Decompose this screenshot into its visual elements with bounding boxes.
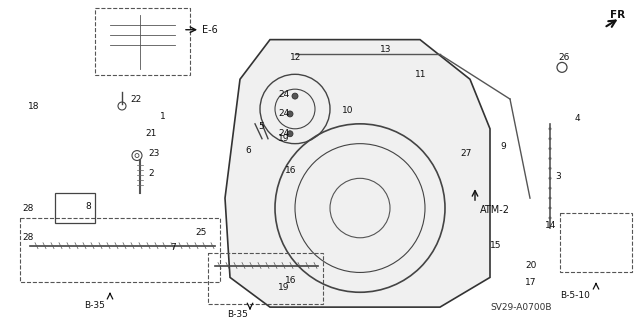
Text: 4: 4 <box>575 115 580 123</box>
Text: 1: 1 <box>160 112 166 122</box>
Text: 2: 2 <box>148 169 154 178</box>
Bar <box>208 253 323 304</box>
Text: 5: 5 <box>258 122 264 131</box>
Circle shape <box>548 187 552 190</box>
Text: 19: 19 <box>278 134 289 143</box>
Text: 6: 6 <box>245 146 251 155</box>
Text: 28: 28 <box>22 204 33 212</box>
Text: 16: 16 <box>285 166 296 175</box>
Text: 26: 26 <box>558 53 570 62</box>
Text: 10: 10 <box>342 107 353 115</box>
Polygon shape <box>225 40 490 307</box>
Text: SV29-A0700B: SV29-A0700B <box>490 303 552 312</box>
Text: 15: 15 <box>490 241 502 250</box>
Text: 24: 24 <box>278 90 289 99</box>
Text: 21: 21 <box>145 129 156 138</box>
Circle shape <box>292 93 298 99</box>
Circle shape <box>548 197 552 200</box>
Text: 18: 18 <box>28 102 40 112</box>
Circle shape <box>548 217 552 219</box>
Circle shape <box>548 167 552 170</box>
Text: B-35: B-35 <box>228 309 248 319</box>
Text: E-6: E-6 <box>202 25 218 35</box>
Circle shape <box>548 177 552 180</box>
Text: B-5-10: B-5-10 <box>560 291 590 300</box>
Text: 12: 12 <box>290 53 301 62</box>
Bar <box>95 8 190 75</box>
Text: FR: FR <box>610 10 625 20</box>
Text: 23: 23 <box>148 149 159 158</box>
Circle shape <box>548 207 552 210</box>
Bar <box>20 218 220 282</box>
Text: 16: 16 <box>285 276 296 285</box>
Text: 28: 28 <box>22 233 33 242</box>
Circle shape <box>287 131 293 137</box>
Text: 24: 24 <box>278 129 289 138</box>
Text: 24: 24 <box>278 109 289 118</box>
Text: 19: 19 <box>278 283 289 292</box>
Circle shape <box>548 157 552 160</box>
Bar <box>560 213 632 272</box>
Text: 13: 13 <box>380 45 392 54</box>
Text: 22: 22 <box>130 94 141 104</box>
Text: 11: 11 <box>415 70 426 79</box>
Circle shape <box>548 147 552 150</box>
Circle shape <box>548 127 552 130</box>
Text: 17: 17 <box>525 278 536 287</box>
Text: 8: 8 <box>85 202 91 211</box>
Circle shape <box>548 137 552 140</box>
Text: 14: 14 <box>545 221 556 230</box>
Circle shape <box>287 111 293 117</box>
Text: 7: 7 <box>170 243 176 252</box>
Text: 9: 9 <box>500 142 506 151</box>
Text: 20: 20 <box>525 261 536 270</box>
Text: 25: 25 <box>195 228 206 237</box>
Text: ATM-2: ATM-2 <box>480 205 510 215</box>
Text: B-35: B-35 <box>84 300 106 310</box>
Text: 27: 27 <box>460 149 472 158</box>
Text: 3: 3 <box>555 172 561 181</box>
